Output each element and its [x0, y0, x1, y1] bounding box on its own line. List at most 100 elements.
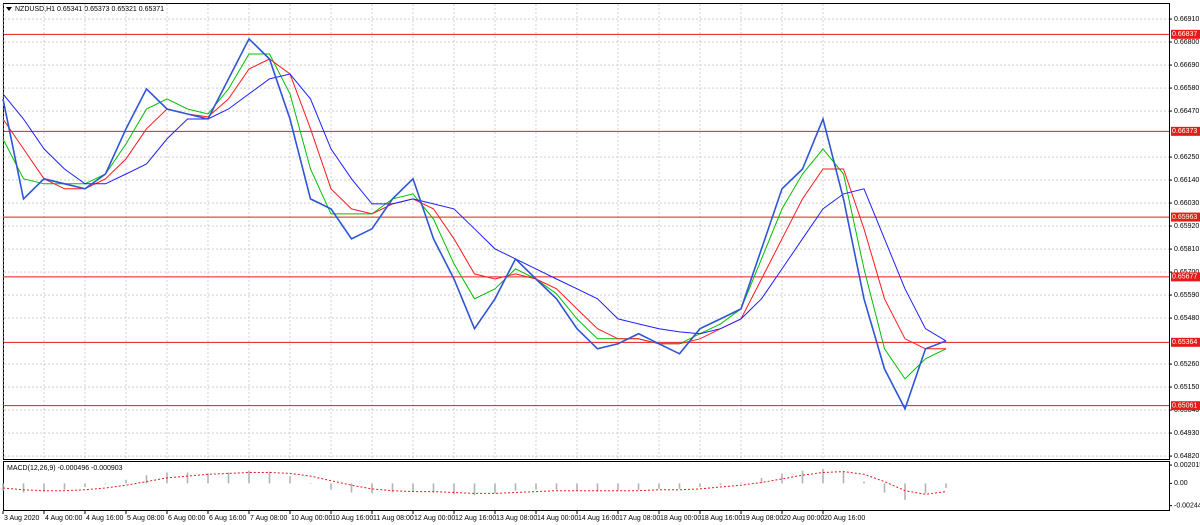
signal-line: [2, 471, 947, 495]
macd-bar: [391, 483, 394, 493]
macd-bar: [473, 483, 476, 496]
main-frame: [3, 3, 1170, 460]
x-tick-label: 20 Aug 00:00: [783, 515, 824, 522]
y-tick-label: 0.66250: [1174, 154, 1199, 161]
macd-bar: [617, 483, 619, 491]
macd-bar: [945, 483, 947, 488]
macd-bar: [678, 483, 681, 489]
level-label: 0.65963: [1172, 214, 1197, 221]
x-tick-label: 19 Aug 08:00: [742, 515, 783, 522]
macd-bar: [535, 483, 537, 490]
y-tick-label: 0.65040: [1174, 407, 1199, 414]
series-line: [2, 37, 947, 411]
macd-bar: [84, 483, 86, 488]
level-label-box: [1171, 29, 1200, 39]
macd-bar: [145, 475, 148, 484]
macd-bar: [125, 479, 127, 484]
macd-bar: [268, 471, 271, 484]
macd-bar: [289, 476, 291, 484]
series-line: [2, 58, 946, 350]
macd-bar: [801, 470, 804, 484]
macd-bar: [350, 483, 353, 493]
macd-bar: [412, 483, 414, 492]
macd-bar: [2, 483, 4, 491]
x-tick-label: 17 Aug 08:00: [619, 515, 660, 522]
x-tick-label: 12 Aug 00:00: [414, 515, 455, 522]
x-tick-label: 10 Aug 16:00: [332, 515, 373, 522]
level-label: 0.66373: [1172, 128, 1197, 135]
macd-bar: [453, 483, 455, 495]
level-label: 0.65677: [1172, 274, 1197, 281]
level-label: 0.65061: [1172, 403, 1197, 410]
level-label-box: [1171, 212, 1200, 222]
macd-bar: [63, 483, 66, 490]
macd-bar: [883, 483, 886, 493]
x-tick-label: 18 Aug 00:00: [660, 515, 701, 522]
x-tick-label: 12 Aug 16:00: [455, 515, 496, 522]
y-tick-label: 0.66030: [1174, 200, 1199, 207]
macd-title: MACD(12,26,9) -0.000496 -0.000903: [7, 465, 123, 472]
y-tick-label: 0.65590: [1174, 292, 1199, 299]
y-tick-label: 0.66140: [1174, 177, 1199, 184]
macd-bar: [760, 477, 763, 484]
level-label-box: [1171, 337, 1200, 347]
x-tick-label: 14 Aug 00:00: [537, 515, 578, 522]
level-label: 0.65364: [1172, 339, 1197, 346]
macd-bar: [822, 468, 824, 484]
menu-arrow[interactable]: [6, 7, 12, 11]
y-tick-label: 0.65480: [1174, 315, 1199, 322]
chart-title: NZDUSD,H1 0.65341 0.65373 0.65321 0.6537…: [15, 6, 164, 13]
macd-bar: [309, 483, 312, 484]
x-tick-label: 10 Aug 00:00: [291, 515, 332, 522]
macd-bar: [494, 483, 496, 494]
macd-bar: [924, 483, 927, 494]
macd-bar: [432, 483, 435, 493]
x-tick-label: 6 Aug 00:00: [168, 515, 205, 522]
y-tick-label: 0.65920: [1174, 223, 1199, 230]
x-tick-label: 4 Aug 16:00: [86, 515, 123, 522]
x-tick-label: 7 Aug 08:00: [250, 515, 287, 522]
macd-bar: [514, 483, 517, 491]
level-label-box: [1171, 401, 1200, 411]
macd-bar: [658, 483, 660, 489]
macd-bar: [699, 483, 701, 488]
level-label: 0.66837: [1172, 31, 1197, 38]
macd-bar: [227, 472, 230, 484]
macd-bar: [904, 483, 906, 500]
x-tick-label: 3 Aug 2020: [4, 515, 40, 522]
y-tick-label: 0.64930: [1174, 430, 1199, 437]
macd-bar: [248, 470, 250, 484]
y-tick-label: 0.66800: [1174, 39, 1199, 46]
x-tick-label: 14 Aug 16:00: [578, 515, 619, 522]
y-tick-label: 0.65810: [1174, 246, 1199, 253]
macd-bar: [555, 483, 558, 490]
macd-bar: [104, 483, 107, 485]
macd-bar: [842, 471, 845, 484]
macd-bar: [371, 483, 373, 494]
macd-bar: [719, 483, 722, 486]
macd-bar: [186, 472, 189, 484]
macd-bar: [207, 473, 209, 484]
y-tick-label: 0.00: [1174, 480, 1188, 487]
macd-bar: [596, 483, 599, 492]
macd-bar: [863, 481, 865, 484]
y-tick-label: 0.65150: [1174, 384, 1199, 391]
level-label-box: [1171, 126, 1200, 136]
x-tick-label: 13 Aug 08:00: [496, 515, 537, 522]
macd-bar: [781, 473, 783, 484]
level-label-box: [1171, 272, 1200, 282]
y-tick-label: 0.66470: [1174, 108, 1199, 115]
x-tick-label: 4 Aug 00:00: [45, 515, 82, 522]
x-tick-label: 5 Aug 08:00: [127, 515, 164, 522]
y-tick-label: 0.64820: [1174, 453, 1199, 460]
macd-bar: [43, 483, 45, 492]
macd-bar: [637, 483, 640, 490]
x-tick-label: 11 Aug 08:00: [373, 515, 414, 522]
series-line: [2, 73, 947, 342]
macd-bar: [330, 483, 332, 490]
x-tick-label: 6 Aug 16:00: [209, 515, 246, 522]
y-tick-label: -0.00244: [1174, 502, 1200, 509]
x-tick-label: 18 Aug 16:00: [701, 515, 742, 522]
